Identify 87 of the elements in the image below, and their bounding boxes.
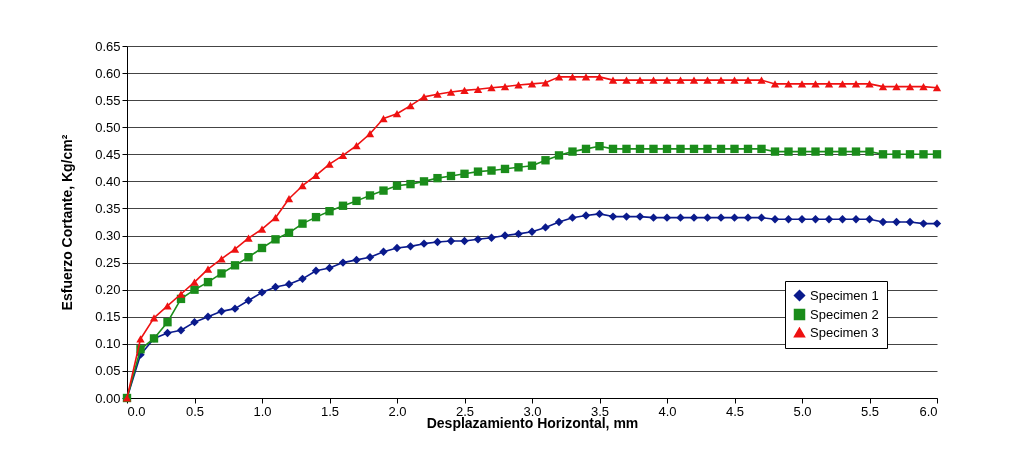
point [473, 235, 483, 244]
point [487, 233, 496, 242]
point [271, 282, 280, 292]
point [406, 242, 415, 251]
x-tick-label: 2.0 [388, 403, 407, 419]
x-tick-label: 0.5 [185, 403, 205, 419]
point [460, 236, 469, 246]
point [554, 217, 564, 227]
x-tick-label: 6.0 [919, 403, 938, 419]
point [595, 209, 604, 219]
point [865, 215, 874, 224]
point [365, 253, 375, 262]
point [527, 227, 537, 236]
point [635, 212, 645, 221]
point [662, 213, 672, 222]
y-tick-label: 0.30 [95, 228, 121, 244]
point [203, 312, 213, 321]
point [446, 236, 456, 246]
x-tick-label: 5.5 [860, 403, 880, 419]
point [892, 217, 901, 227]
y-tick-label: 0.20 [95, 282, 121, 298]
y-tick-label: 0.40 [95, 173, 121, 189]
point [311, 266, 321, 275]
x-tick-label: 0.0 [127, 403, 146, 419]
point [649, 213, 658, 222]
y-tick-label: 0.25 [95, 255, 121, 271]
point [541, 223, 550, 232]
point [757, 213, 766, 222]
point [932, 219, 942, 228]
y-tick-label: 0.00 [95, 390, 121, 406]
point [608, 212, 618, 221]
x-tick-label: 4.5 [725, 403, 745, 419]
x-tick-label: 4.0 [658, 403, 677, 419]
x-tick-label: 1.5 [320, 403, 340, 419]
point [298, 274, 307, 284]
point [622, 212, 631, 221]
y-tick-label: 0.35 [95, 200, 121, 216]
y-tick-label: 0.50 [95, 119, 121, 135]
point [325, 263, 334, 273]
point [514, 229, 523, 239]
point [217, 307, 226, 316]
point [824, 215, 834, 224]
point [230, 304, 240, 313]
point [352, 255, 361, 265]
legend-label: Specimen 3 [810, 324, 879, 340]
point [163, 328, 172, 338]
point [338, 258, 348, 267]
point [379, 247, 388, 256]
point [419, 239, 429, 248]
point [392, 243, 402, 253]
point [919, 219, 928, 228]
point [500, 231, 510, 240]
x-tick-label: 1.0 [253, 403, 272, 419]
point [811, 215, 820, 224]
y-tick-label: 0.05 [95, 363, 121, 379]
point [676, 213, 685, 222]
x-tick-label: 5.0 [793, 403, 812, 419]
point [743, 213, 753, 222]
point [730, 213, 739, 222]
y-axis-title: Esfuerzo Cortante, Kg/cm² [59, 134, 76, 311]
y-tick-label: 0.55 [95, 92, 121, 108]
point [433, 237, 442, 247]
y-tick-label: 0.15 [95, 309, 121, 325]
point [838, 215, 847, 224]
point [284, 280, 294, 289]
legend-label: Specimen 1 [810, 287, 879, 303]
point [190, 318, 199, 327]
point [176, 326, 186, 335]
point [244, 296, 253, 305]
point [689, 213, 699, 222]
point [257, 288, 267, 297]
y-tick-label: 0.65 [95, 38, 121, 54]
point [851, 215, 861, 224]
legend-label: Specimen 2 [810, 306, 879, 322]
y-tick-label: 0.45 [95, 146, 121, 162]
point [703, 213, 712, 222]
y-tick-label: 0.60 [95, 65, 121, 81]
point [581, 211, 591, 220]
point [797, 215, 807, 224]
point [770, 215, 780, 224]
point [905, 217, 915, 227]
point [716, 213, 726, 222]
point [784, 215, 793, 224]
point [568, 213, 577, 222]
point [878, 217, 888, 227]
y-tick-label: 0.10 [95, 336, 121, 352]
x-tick-label: 3.0 [523, 403, 542, 419]
